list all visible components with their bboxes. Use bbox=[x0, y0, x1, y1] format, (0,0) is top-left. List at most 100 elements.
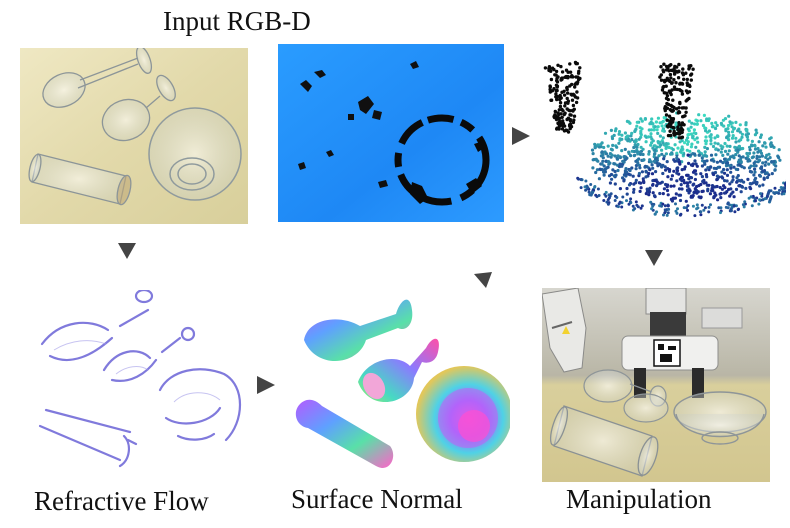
gripper-point bbox=[568, 62, 572, 66]
point-cloud-point bbox=[699, 119, 703, 123]
gripper-point bbox=[568, 70, 573, 74]
point-cloud-point bbox=[607, 162, 611, 166]
point-cloud-point bbox=[661, 171, 665, 176]
gripper-point bbox=[565, 96, 569, 101]
point-cloud-point bbox=[618, 162, 622, 166]
gripper-point bbox=[561, 109, 565, 113]
point-cloud-point bbox=[725, 173, 730, 177]
point-cloud-point bbox=[665, 188, 670, 193]
point-cloud-point bbox=[664, 182, 668, 187]
gripper-point bbox=[680, 92, 685, 96]
point-cloud-point bbox=[591, 152, 595, 156]
point-cloud-point bbox=[704, 142, 708, 146]
gripper-point bbox=[576, 75, 580, 79]
point-cloud-point bbox=[611, 168, 615, 172]
point-cloud-point bbox=[738, 130, 742, 134]
gripper-point bbox=[557, 116, 561, 121]
point-cloud-point bbox=[637, 171, 641, 176]
point-cloud-point bbox=[597, 177, 601, 181]
point-cloud-point bbox=[737, 207, 740, 211]
point-cloud-point bbox=[777, 191, 781, 195]
point-cloud-point bbox=[682, 181, 687, 185]
point-cloud-point bbox=[718, 185, 722, 190]
gripper-point bbox=[566, 70, 570, 74]
point-cloud-point bbox=[650, 163, 654, 167]
point-cloud-point bbox=[604, 159, 608, 163]
point-cloud-point bbox=[596, 143, 600, 147]
point-cloud-point bbox=[725, 136, 729, 140]
gripper-point bbox=[668, 108, 672, 112]
point-cloud-point bbox=[633, 207, 637, 211]
gripper-point bbox=[565, 117, 569, 122]
point-cloud-point bbox=[774, 164, 778, 168]
point-cloud-point bbox=[660, 124, 664, 128]
point-cloud-point bbox=[733, 145, 737, 149]
point-cloud-point bbox=[647, 152, 651, 156]
point-cloud-point bbox=[647, 189, 651, 193]
point-cloud-point bbox=[606, 198, 610, 202]
point-cloud-point bbox=[686, 208, 689, 212]
gripper-point bbox=[665, 118, 669, 122]
point-cloud-point bbox=[639, 152, 643, 156]
point-cloud-point bbox=[721, 161, 725, 165]
point-cloud-point bbox=[682, 206, 686, 210]
point-cloud-point bbox=[598, 167, 602, 171]
point-cloud-point bbox=[745, 128, 749, 132]
point-cloud-point bbox=[639, 131, 643, 135]
gripper-point bbox=[669, 125, 673, 129]
point-cloud-point bbox=[720, 187, 724, 191]
gripper-point bbox=[665, 101, 669, 106]
point-cloud-point bbox=[744, 186, 748, 190]
point-cloud-point bbox=[656, 125, 660, 129]
point-cloud-point bbox=[755, 154, 759, 158]
gripper-point bbox=[682, 77, 686, 81]
point-cloud-point bbox=[719, 196, 723, 200]
gripper-point bbox=[560, 90, 564, 94]
point-cloud-point bbox=[685, 181, 690, 185]
point-cloud-point bbox=[728, 144, 732, 148]
point-cloud-point bbox=[667, 145, 671, 150]
point-cloud-point bbox=[613, 199, 617, 202]
gripper-point bbox=[671, 98, 675, 102]
point-cloud-point bbox=[718, 192, 722, 196]
point-cloud-point bbox=[622, 155, 626, 159]
point-cloud-point bbox=[719, 150, 723, 154]
gripper-point bbox=[555, 76, 559, 81]
arrow-right-2-icon bbox=[257, 376, 275, 394]
point-cloud-point bbox=[705, 139, 709, 143]
point-cloud-point bbox=[721, 153, 725, 157]
point-cloud-point bbox=[723, 186, 727, 190]
point-cloud-point bbox=[662, 187, 666, 191]
point-cloud-point bbox=[686, 142, 690, 146]
point-cloud-point bbox=[590, 191, 594, 195]
point-cloud-point bbox=[715, 134, 719, 138]
point-cloud-point bbox=[748, 182, 752, 186]
point-cloud-point bbox=[618, 155, 622, 159]
gripper-point bbox=[672, 85, 677, 89]
point-cloud-point bbox=[736, 148, 740, 152]
gripper-point bbox=[661, 70, 666, 74]
point-cloud-point bbox=[759, 192, 762, 196]
point-cloud-point bbox=[732, 204, 736, 208]
point-cloud-point bbox=[763, 163, 767, 167]
point-cloud-point bbox=[648, 186, 652, 190]
gripper-point bbox=[553, 73, 557, 77]
gripper-point bbox=[570, 93, 574, 97]
point-cloud-point bbox=[752, 151, 756, 155]
point-cloud-point bbox=[689, 153, 693, 157]
point-cloud-point bbox=[700, 189, 704, 194]
point-cloud-point bbox=[702, 208, 706, 212]
gripper-point bbox=[679, 136, 683, 140]
arrow-right-1-icon bbox=[512, 127, 530, 145]
point-cloud-point bbox=[676, 166, 680, 170]
gripper-point bbox=[548, 90, 552, 94]
point-cloud-point bbox=[661, 202, 665, 206]
point-cloud-point bbox=[728, 120, 732, 124]
point-cloud-point bbox=[667, 207, 671, 211]
point-cloud-point bbox=[686, 127, 690, 131]
point-cloud-point bbox=[663, 165, 667, 169]
point-cloud-point bbox=[654, 120, 658, 124]
gripper-point bbox=[555, 94, 560, 99]
point-cloud-point bbox=[616, 205, 620, 209]
gripper-point bbox=[570, 98, 575, 102]
